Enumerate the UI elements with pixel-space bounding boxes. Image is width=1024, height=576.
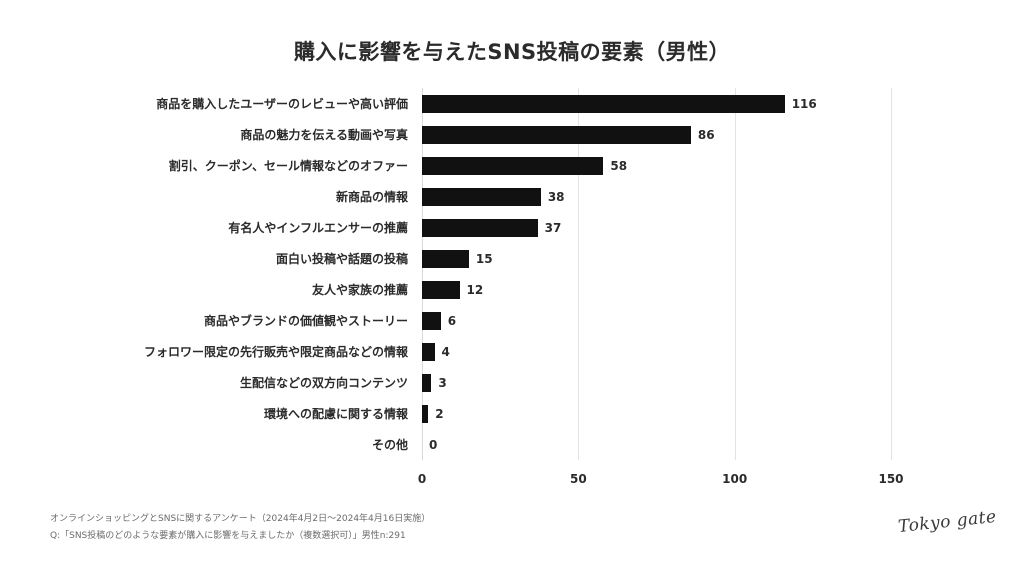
- bar-value-label: 37: [544, 221, 562, 235]
- x-tick-label: 100: [722, 472, 748, 486]
- survey-source-note: オンラインショッピングとSNSに関するアンケート（2024年4月2日〜2024年…: [50, 514, 431, 524]
- bar-value-label: 6: [447, 314, 457, 328]
- bar-value-label: 4: [441, 345, 450, 359]
- bar: [422, 343, 435, 361]
- bar-value-label: 58: [610, 159, 628, 173]
- chart-title: 購入に影響を与えたSNS投稿の要素（男性）: [293, 40, 731, 64]
- bar-value-label: 2: [435, 407, 444, 421]
- bar: [422, 126, 691, 144]
- gridline: [422, 88, 423, 460]
- gridline: [734, 88, 736, 460]
- bar-value-label: 3: [438, 376, 447, 390]
- bar: [422, 312, 441, 330]
- bar: [422, 250, 469, 268]
- category-label: 面白い投稿や話題の投稿: [275, 252, 408, 266]
- bar: [422, 188, 541, 206]
- category-label: その他: [371, 438, 408, 452]
- category-label: フォロワー限定の先行販売や限定商品などの情報: [143, 345, 408, 359]
- x-tick-label: 0: [417, 472, 427, 486]
- survey-question-note: Q:「SNS投稿のどのような要素が購入に影響を与えましたか（複数選択可）」男性n…: [50, 531, 406, 541]
- bar: [422, 405, 429, 423]
- category-label: 割引、クーポン、セール情報などのオファー: [168, 159, 408, 173]
- gridline: [891, 88, 892, 460]
- category-label: 友人や家族の推薦: [311, 283, 408, 297]
- bar-value-label: 38: [547, 190, 565, 204]
- category-label: 有名人やインフルエンサーの推薦: [228, 221, 408, 235]
- category-label: 環境への配慮に関する情報: [263, 407, 408, 421]
- brand-logo: Tokyo gate: [897, 506, 998, 538]
- bar: [422, 95, 785, 113]
- category-label: 商品やブランドの価値観やストーリー: [203, 314, 408, 328]
- category-label: 生配信などの双方向コンテンツ: [239, 376, 408, 390]
- bar-value-label: 116: [791, 97, 817, 111]
- bar-value-label: 15: [475, 252, 493, 266]
- plot-area: 116 86 58 38 37 15 12 6 4 3 2 0: [422, 88, 892, 460]
- x-tick-label: 150: [878, 472, 904, 486]
- bar: [422, 219, 538, 237]
- category-label: 商品の魅力を伝える動画や写真: [240, 128, 408, 142]
- bar-value-label: 12: [466, 283, 484, 297]
- category-label: 新商品の情報: [335, 190, 408, 204]
- bar: [422, 281, 460, 299]
- category-label: 商品を購入したユーザーのレビューや高い評価: [156, 97, 408, 111]
- bar: [422, 374, 432, 392]
- bar-value-label: 86: [697, 128, 715, 142]
- gridline: [578, 88, 580, 460]
- bar: [422, 157, 604, 175]
- bar-value-label: 0: [429, 438, 438, 452]
- x-tick-label: 50: [569, 472, 587, 486]
